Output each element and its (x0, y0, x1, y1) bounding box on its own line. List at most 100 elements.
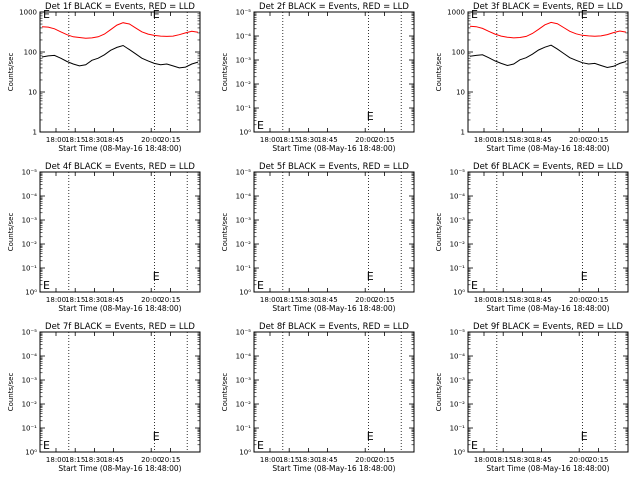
y-tick-label: 1000 (447, 9, 465, 17)
y-tick-label: 10⁻⁵ (236, 329, 252, 337)
event-marker: E (257, 279, 264, 292)
y-tick-label: 10⁻⁴ (22, 193, 38, 201)
event-marker: E (153, 8, 160, 21)
event-marker: E (43, 279, 50, 292)
x-tick-label: 18:30 (512, 136, 532, 144)
y-tick-label: 10⁻⁴ (236, 353, 252, 361)
event-marker: E (257, 439, 264, 452)
event-marker: E (367, 110, 374, 123)
x-tick-label: 20:15 (374, 136, 394, 144)
chart-title: Det 8f BLACK = Events, RED = LLD (259, 322, 409, 332)
plot-frame (467, 331, 629, 453)
chart-title: Det 6f BLACK = Events, RED = LLD (473, 162, 623, 172)
y-tick-label: 10⁻⁴ (450, 353, 466, 361)
y-tick-label: 10⁻¹ (22, 265, 38, 273)
x-tick-label: 18:45 (104, 136, 124, 144)
chart-title: Det 3f BLACK = Events, RED = LLD (473, 2, 623, 12)
x-tick-label: 18:00 (474, 456, 494, 464)
series-lld-line (41, 22, 199, 39)
x-tick-label: 18:30 (298, 136, 318, 144)
y-tick-label: 10⁻⁵ (450, 329, 466, 337)
series-lld-line (469, 21, 627, 39)
x-tick-label: 18:15 (65, 136, 85, 144)
event-marker: E (581, 8, 588, 21)
x-tick-label: 18:30 (84, 296, 104, 304)
y-axis-label: Counts/sec (7, 373, 15, 412)
x-tick-label: 20:00 (141, 136, 161, 144)
y-tick-label: 10⁰ (239, 289, 251, 297)
event-marker: E (153, 430, 160, 443)
x-tick-label: 18:45 (318, 456, 338, 464)
x-tick-label: 20:00 (569, 456, 589, 464)
chart-title: Det 4f BLACK = Events, RED = LLD (45, 162, 195, 172)
x-tick-label: 20:00 (355, 136, 375, 144)
x-tick-label: 18:30 (298, 296, 318, 304)
y-tick-label: 10⁻¹ (22, 425, 38, 433)
x-axis-label: Start Time (08-May-16 18:48:00) (272, 304, 395, 313)
x-tick-label: 20:15 (160, 296, 180, 304)
x-axis-label: Start Time (08-May-16 18:48:00) (486, 304, 609, 313)
x-tick-label: 20:00 (355, 456, 375, 464)
event-marker: E (471, 439, 478, 452)
y-tick-label: 10⁰ (239, 129, 251, 137)
x-tick-label: 18:15 (279, 296, 299, 304)
y-tick-label: 10⁻² (450, 241, 466, 249)
event-marker: E (471, 279, 478, 292)
y-tick-label: 10 (456, 89, 465, 97)
event-marker: E (367, 430, 374, 443)
x-axis-label: Start Time (08-May-16 18:48:00) (486, 144, 609, 153)
y-tick-label: 1000 (19, 9, 37, 17)
series-events-line (469, 44, 627, 69)
y-tick-label: 10⁻⁵ (450, 169, 466, 177)
event-marker: E (43, 8, 50, 21)
series-events-line (41, 44, 199, 69)
y-axis-label: Counts/sec (221, 53, 229, 92)
chart-title: Det 1f BLACK = Events, RED = LLD (45, 2, 195, 12)
y-tick-label: 10⁰ (25, 289, 37, 297)
x-tick-label: 18:15 (279, 456, 299, 464)
chart-title: Det 7f BLACK = Events, RED = LLD (45, 322, 195, 332)
x-tick-label: 20:00 (569, 296, 589, 304)
x-tick-label: 18:30 (84, 136, 104, 144)
x-tick-label: 20:00 (141, 296, 161, 304)
x-tick-label: 18:00 (474, 136, 494, 144)
x-tick-label: 18:15 (493, 136, 513, 144)
x-axis-label: Start Time (08-May-16 18:48:00) (486, 464, 609, 473)
x-tick-label: 18:15 (279, 136, 299, 144)
event-marker: E (581, 430, 588, 443)
x-tick-label: 18:45 (318, 296, 338, 304)
y-tick-label: 10⁻¹ (450, 425, 466, 433)
plot-frame (253, 171, 415, 293)
event-marker: E (471, 8, 478, 21)
x-axis-label: Start Time (08-May-16 18:48:00) (58, 304, 181, 313)
x-tick-label: 18:15 (65, 456, 85, 464)
x-tick-label: 18:30 (512, 296, 532, 304)
chart-title: Det 2f BLACK = Events, RED = LLD (259, 2, 409, 12)
y-tick-label: 10⁻² (236, 81, 252, 89)
y-axis-label: Counts/sec (7, 213, 15, 252)
y-tick-label: 10⁰ (239, 449, 251, 457)
y-tick-label: 100 (24, 49, 37, 57)
x-tick-label: 20:00 (141, 456, 161, 464)
x-tick-label: 18:30 (84, 456, 104, 464)
plot-frame (253, 11, 415, 133)
y-axis-label: Counts/sec (221, 373, 229, 412)
x-tick-label: 20:15 (588, 136, 608, 144)
y-tick-label: 10⁻³ (22, 217, 38, 225)
y-tick-label: 10⁻⁴ (236, 33, 252, 41)
y-axis-label: Counts/sec (7, 53, 15, 92)
y-tick-label: 10⁻¹ (236, 265, 252, 273)
y-tick-label: 10⁻³ (236, 217, 252, 225)
y-axis-label: Counts/sec (435, 213, 443, 252)
y-tick-label: 10⁻⁴ (22, 353, 38, 361)
plot-frame (39, 331, 201, 453)
x-tick-label: 18:30 (512, 456, 532, 464)
y-tick-label: 10⁻¹ (236, 105, 252, 113)
